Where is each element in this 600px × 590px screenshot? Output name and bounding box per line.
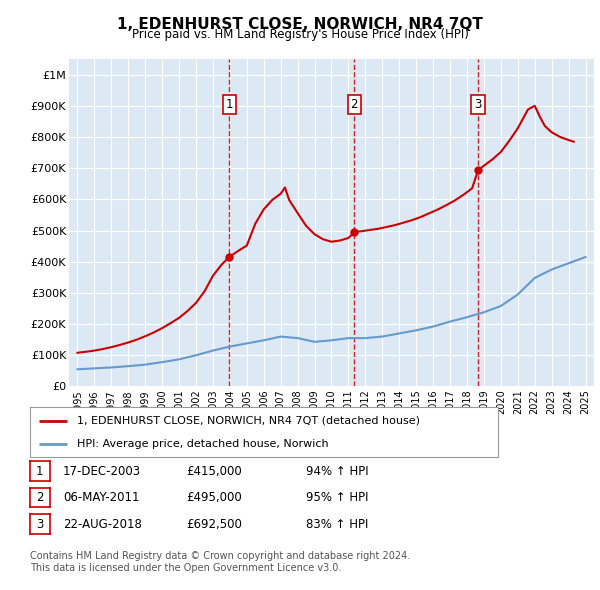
Text: 3: 3 [475,99,482,112]
Text: 95% ↑ HPI: 95% ↑ HPI [306,491,368,504]
Text: 1: 1 [36,464,44,478]
Text: 94% ↑ HPI: 94% ↑ HPI [306,464,368,478]
Text: £495,000: £495,000 [186,491,242,504]
Text: 3: 3 [36,517,44,531]
Text: Price paid vs. HM Land Registry's House Price Index (HPI): Price paid vs. HM Land Registry's House … [131,28,469,41]
Text: 06-MAY-2011: 06-MAY-2011 [63,491,139,504]
Text: HPI: Average price, detached house, Norwich: HPI: Average price, detached house, Norw… [77,439,328,449]
Text: 1, EDENHURST CLOSE, NORWICH, NR4 7QT (detached house): 1, EDENHURST CLOSE, NORWICH, NR4 7QT (de… [77,415,420,425]
Text: 17-DEC-2003: 17-DEC-2003 [63,464,141,478]
Text: 1, EDENHURST CLOSE, NORWICH, NR4 7QT: 1, EDENHURST CLOSE, NORWICH, NR4 7QT [117,17,483,31]
Text: 1: 1 [226,99,233,112]
Text: Contains HM Land Registry data © Crown copyright and database right 2024.: Contains HM Land Registry data © Crown c… [30,551,410,561]
Text: This data is licensed under the Open Government Licence v3.0.: This data is licensed under the Open Gov… [30,562,341,572]
Text: £692,500: £692,500 [186,517,242,531]
Text: 2: 2 [350,99,358,112]
Text: 83% ↑ HPI: 83% ↑ HPI [306,517,368,531]
Text: 2: 2 [36,491,44,504]
Text: £415,000: £415,000 [186,464,242,478]
Text: 22-AUG-2018: 22-AUG-2018 [63,517,142,531]
